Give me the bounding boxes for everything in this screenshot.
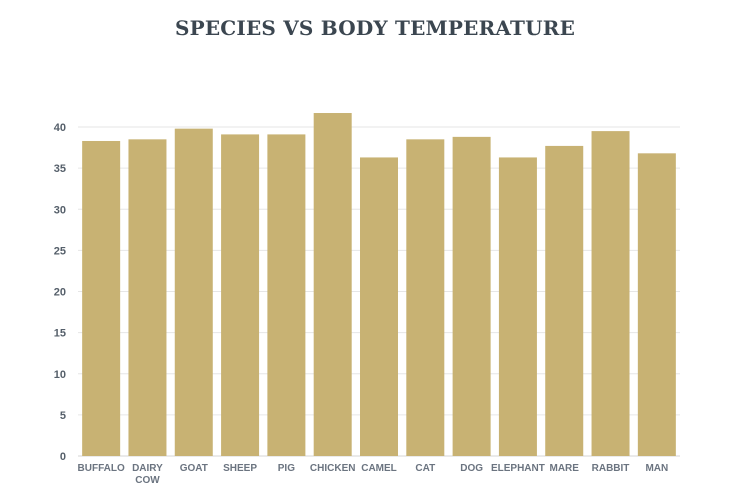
x-category-label: ELEPHANT <box>491 463 545 474</box>
x-axis-categories: BUFFALO DAIRY COW GOAT SHEEP PIG CHICKEN CAMEL C… <box>78 463 669 486</box>
bar[interactable] <box>267 134 306 456</box>
x-category-label: CAT <box>415 463 435 474</box>
x-category-label: CAMEL <box>361 463 397 474</box>
bar[interactable] <box>452 136 491 456</box>
x-category-label: DOG <box>460 463 483 474</box>
bar[interactable] <box>313 113 352 456</box>
bar[interactable] <box>174 128 213 456</box>
x-category-label: CHICKEN <box>310 463 356 474</box>
x-category-label: MARE <box>550 463 580 474</box>
bar[interactable] <box>637 153 676 456</box>
x-category-label: MAN <box>645 463 668 474</box>
y-tick-label: 15 <box>54 328 66 340</box>
bar[interactable] <box>221 134 260 456</box>
x-category-label: BUFFALO <box>78 463 125 474</box>
chart-title: SPECIES VS BODY TEMPERATURE <box>174 16 576 40</box>
bar[interactable] <box>82 140 121 457</box>
x-category-label: RABBIT <box>592 463 630 474</box>
y-tick-label: 30 <box>54 204 66 216</box>
y-axis-ticks: 0 5 10 15 20 25 30 35 40 <box>54 122 66 463</box>
y-tick-label: 35 <box>54 163 66 175</box>
x-category-label: DAIRY COW <box>132 463 163 486</box>
bar[interactable] <box>128 139 167 456</box>
y-tick-label: 10 <box>54 369 66 381</box>
bar[interactable] <box>498 157 537 456</box>
y-tick-label: 0 <box>60 451 66 463</box>
bar[interactable] <box>591 131 630 457</box>
x-category-label: PIG <box>278 463 295 474</box>
x-category-label: GOAT <box>180 463 208 474</box>
bar[interactable] <box>545 145 584 457</box>
bars <box>82 113 676 457</box>
bar[interactable] <box>406 139 445 456</box>
y-tick-label: 40 <box>54 122 66 134</box>
y-tick-label: 25 <box>54 245 66 257</box>
x-category-label: SHEEP <box>223 463 257 474</box>
y-tick-label: 5 <box>60 410 66 422</box>
y-tick-label: 20 <box>54 287 66 299</box>
bar[interactable] <box>360 157 398 456</box>
